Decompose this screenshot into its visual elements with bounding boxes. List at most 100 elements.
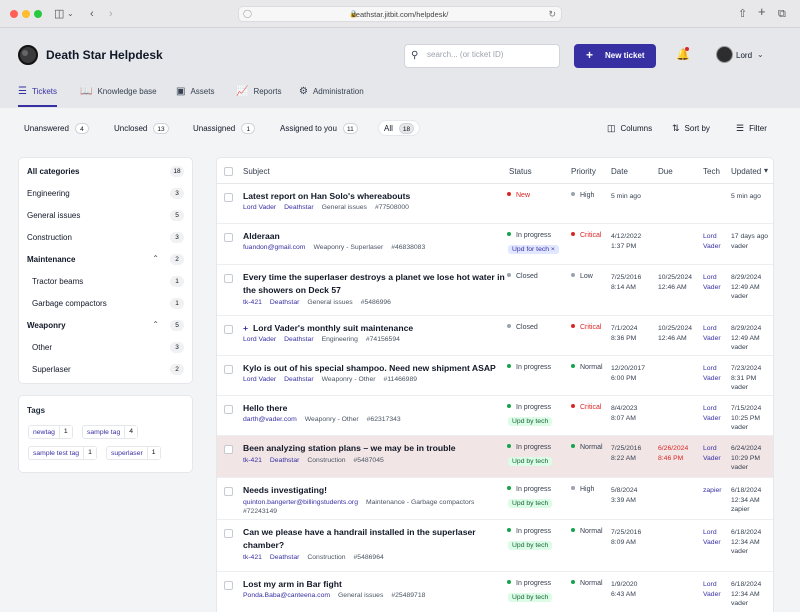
tab-assets[interactable]: ▣ Assets — [176, 87, 214, 107]
sort-desc-icon[interactable]: ▾ — [764, 166, 769, 175]
ticket-subject[interactable]: Latest report on Han Solo's whereabouts — [243, 190, 505, 203]
ticket-subject[interactable]: Every time the superlaser destroys a pla… — [243, 271, 505, 297]
reload-icon[interactable]: ↻ — [548, 9, 556, 19]
ticket-submitter[interactable]: Lord Vader — [243, 376, 277, 383]
ticket-subject[interactable]: + Lord Vader's monthly suit maintenance — [243, 322, 505, 335]
ticket-tech[interactable]: Lord Vader — [703, 580, 721, 599]
chevron-up-icon[interactable]: ⌃ — [152, 254, 159, 263]
row-checkbox[interactable] — [224, 445, 233, 454]
category-engineering[interactable]: Engineering 3 — [19, 183, 192, 205]
column-due[interactable]: Due — [658, 167, 673, 176]
share-icon[interactable]: ⇧ — [738, 8, 748, 20]
table-row[interactable]: Been analyzing station plans – we may be… — [217, 436, 773, 478]
ticket-submitter[interactable]: fuandon@gmail.com — [243, 244, 306, 251]
row-checkbox[interactable] — [224, 233, 233, 242]
minimize-window-button[interactable] — [22, 10, 30, 18]
tabs-overview-icon[interactable]: ⧉ — [778, 8, 786, 20]
category-general-issues[interactable]: General issues 5 — [19, 205, 192, 227]
ticket-submitter[interactable]: tk-421 — [243, 457, 262, 464]
category-other[interactable]: Other 3 — [19, 337, 192, 359]
filter-unassigned[interactable]: Unassigned 1 — [193, 120, 256, 136]
table-row[interactable]: Latest report on Han Solo's whereabouts L… — [217, 184, 773, 224]
filter-all[interactable]: All 18 — [378, 120, 421, 136]
table-row[interactable]: Can we please have a handrail installed … — [217, 520, 773, 572]
category-superlaser[interactable]: Superlaser 2 — [19, 359, 192, 381]
ticket-subject[interactable]: Alderaan — [243, 230, 505, 243]
chevron-down-icon[interactable]: ⌄ — [67, 9, 74, 18]
tab-administration[interactable]: ⚙ Administration — [299, 87, 364, 107]
avatar[interactable] — [716, 46, 733, 63]
ticket-company[interactable]: Deathstar — [269, 457, 300, 464]
forward-icon[interactable]: › — [109, 8, 113, 20]
filter-button[interactable]: ☰ Filter — [736, 123, 767, 134]
chevron-down-icon[interactable]: ⌄ — [757, 50, 764, 59]
address-bar[interactable]: ◯ 🔒 deathstar.jitbit.com/helpdesk/ ↻ — [238, 6, 562, 22]
ticket-tech[interactable]: Lord Vader — [703, 444, 721, 463]
back-icon[interactable]: ‹ — [90, 8, 94, 20]
column-tech[interactable]: Tech — [703, 167, 720, 176]
user-name[interactable]: Lord — [736, 51, 753, 60]
new-ticket-button[interactable]: + New ticket — [574, 44, 656, 68]
table-row[interactable]: Kylo is out of his special shampoo. Need… — [217, 356, 773, 396]
table-row[interactable]: Lost my arm in Bar fight Ponda.Baba@cante… — [217, 572, 773, 612]
ticket-tech[interactable]: Lord Vader — [703, 404, 721, 423]
row-checkbox[interactable] — [224, 193, 233, 202]
ticket-submitter[interactable]: darth@vader.com — [243, 416, 297, 423]
ticket-submitter[interactable]: quinton.bangerter@billingstudents.org — [243, 499, 358, 506]
category-weaponry[interactable]: Weaponry ⌃ 5 — [19, 315, 192, 337]
tag-newtag[interactable]: newtag 1 — [28, 425, 73, 439]
row-checkbox[interactable] — [224, 325, 233, 334]
ticket-subject[interactable]: Hello there — [243, 402, 505, 415]
ticket-subject[interactable]: Been analyzing station plans – we may be… — [243, 442, 505, 455]
chevron-up-icon[interactable]: ⌃ — [152, 320, 159, 329]
tab-tickets[interactable]: ☰ Tickets — [18, 87, 58, 107]
ticket-submitter[interactable]: Lord Vader — [243, 336, 277, 343]
row-checkbox[interactable] — [224, 274, 233, 283]
filter-assigned-to-you[interactable]: Assigned to you 11 — [280, 120, 358, 136]
select-all-checkbox[interactable] — [224, 167, 233, 176]
search-input[interactable] — [427, 50, 555, 59]
category-all[interactable]: All categories 18 — [19, 161, 192, 183]
bell-icon[interactable]: 🔔 — [676, 49, 690, 61]
row-checkbox[interactable] — [224, 529, 233, 538]
ticket-subject[interactable]: Needs investigating! — [243, 484, 505, 497]
category-construction[interactable]: Construction 3 — [19, 227, 192, 249]
tab-knowledge-base[interactable]: 📖 Knowledge base — [80, 87, 157, 107]
tag-sample-test-tag[interactable]: sample test tag 1 — [28, 446, 97, 460]
ticket-company[interactable]: Deathstar — [269, 554, 300, 561]
ticket-tech[interactable]: Lord Vader — [703, 273, 721, 292]
ticket-submitter[interactable]: Lord Vader — [243, 204, 277, 211]
category-tractor-beams[interactable]: Tractor beams 1 — [19, 271, 192, 293]
death-star-logo[interactable] — [18, 45, 38, 65]
filter-unanswered[interactable]: Unanswered 4 — [24, 120, 89, 136]
row-checkbox[interactable] — [224, 487, 233, 496]
columns-button[interactable]: ◫ Columns — [607, 123, 652, 134]
ticket-company[interactable]: Deathstar — [284, 204, 314, 211]
column-date[interactable]: Date — [611, 167, 628, 176]
ticket-submitter[interactable]: tk-421 — [243, 554, 262, 561]
table-row[interactable]: Hello there darth@vader.com Weaponry - Oth… — [217, 396, 773, 436]
ticket-subject[interactable]: Can we please have a handrail installed … — [243, 526, 505, 552]
ticket-submitter[interactable]: tk-421 — [243, 299, 262, 306]
column-status[interactable]: Status — [509, 167, 532, 176]
row-checkbox[interactable] — [224, 581, 233, 590]
column-subject[interactable]: Subject — [243, 167, 270, 176]
table-row[interactable]: + Lord Vader's monthly suit maintenance Lo… — [217, 316, 773, 356]
column-updated[interactable]: Updated — [731, 167, 762, 176]
ticket-submitter[interactable]: Ponda.Baba@canteena.com — [243, 592, 331, 599]
tab-reports[interactable]: 📈 Reports — [236, 87, 281, 107]
ticket-company[interactable]: Deathstar — [269, 299, 300, 306]
table-row[interactable]: Every time the superlaser destroys a pla… — [217, 265, 773, 316]
close-window-button[interactable] — [10, 10, 18, 18]
sort-by-button[interactable]: ⇅ Sort by — [672, 123, 710, 134]
maximize-window-button[interactable] — [34, 10, 42, 18]
ticket-subject[interactable]: Lost my arm in Bar fight — [243, 578, 505, 591]
ticket-company[interactable]: Deathstar — [284, 376, 314, 383]
new-tab-icon[interactable]: + — [758, 4, 766, 19]
ticket-tech[interactable]: zapier — [703, 486, 722, 496]
ticket-tech[interactable]: Lord Vader — [703, 364, 721, 383]
category-garbage-compactors[interactable]: Garbage compactors 1 — [19, 293, 192, 315]
row-checkbox[interactable] — [224, 365, 233, 374]
filter-unclosed[interactable]: Unclosed 13 — [114, 120, 169, 136]
sidebar-toggle-icon[interactable]: ◫ — [54, 8, 65, 20]
